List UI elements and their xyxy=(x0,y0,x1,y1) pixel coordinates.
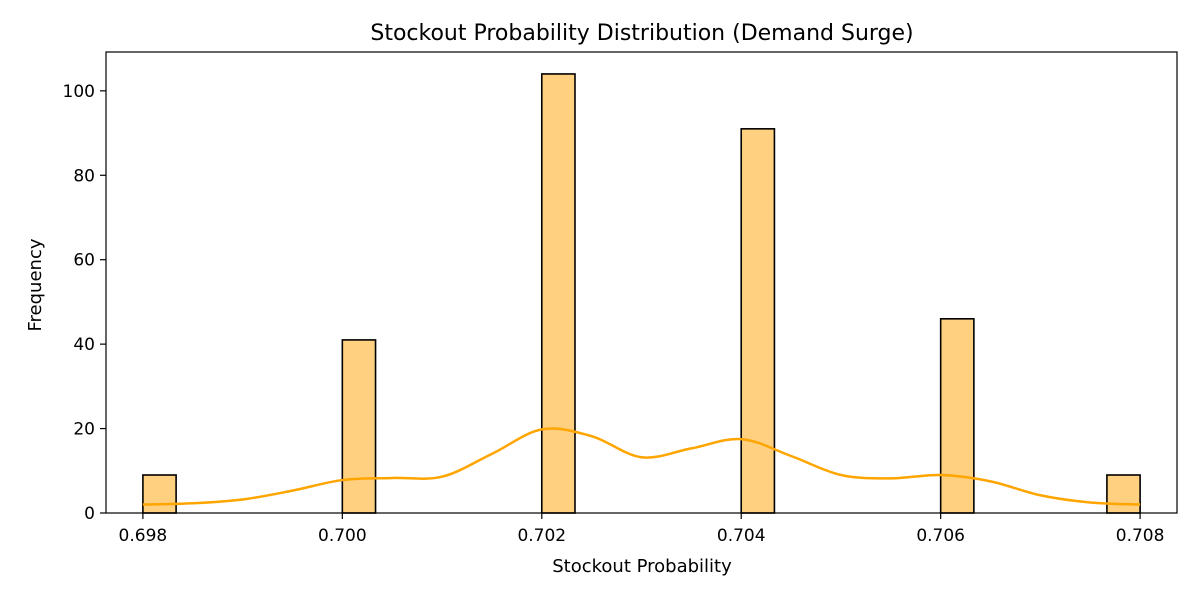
y-tick-label-3: 40 xyxy=(73,335,95,355)
y-tick-label-1: 0 xyxy=(84,504,95,524)
bars-layer xyxy=(142,73,1141,514)
x-axis-label: Stockout Probability xyxy=(552,556,732,577)
kde-curve xyxy=(142,427,1141,506)
histogram-bar-1 xyxy=(142,474,177,514)
axes-frame xyxy=(105,51,1178,514)
x-tick-label-4: 0.704 xyxy=(717,526,766,546)
x-tick-label-2: 0.700 xyxy=(318,526,367,546)
chart-title: Stockout Probability Distribution (Deman… xyxy=(370,21,913,46)
histogram-bar-2 xyxy=(341,339,377,514)
x-tick-label-5: 0.706 xyxy=(916,526,965,546)
histogram-bar-4 xyxy=(740,128,776,514)
y-tick-label-5: 80 xyxy=(73,166,95,186)
y-tick-label-6: 100 xyxy=(63,82,95,102)
y-axis-label: Frequency xyxy=(25,238,46,331)
x-ticks: 0.698 0.700 0.702 0.704 0.706 0.708 xyxy=(119,513,1165,546)
x-tick-label-6: 0.708 xyxy=(1116,526,1165,546)
y-ticks: 0 20 40 60 80 100 xyxy=(63,82,106,524)
x-tick-label-1: 0.698 xyxy=(119,526,168,546)
x-tick-label-3: 0.702 xyxy=(517,526,566,546)
y-tick-label-4: 60 xyxy=(73,251,95,271)
histogram-bar-3 xyxy=(540,73,576,514)
kde-layer xyxy=(142,427,1141,506)
histogram-bar-6 xyxy=(1106,474,1141,514)
y-tick-label-2: 20 xyxy=(73,420,95,440)
histogram-bar-5 xyxy=(939,318,975,514)
